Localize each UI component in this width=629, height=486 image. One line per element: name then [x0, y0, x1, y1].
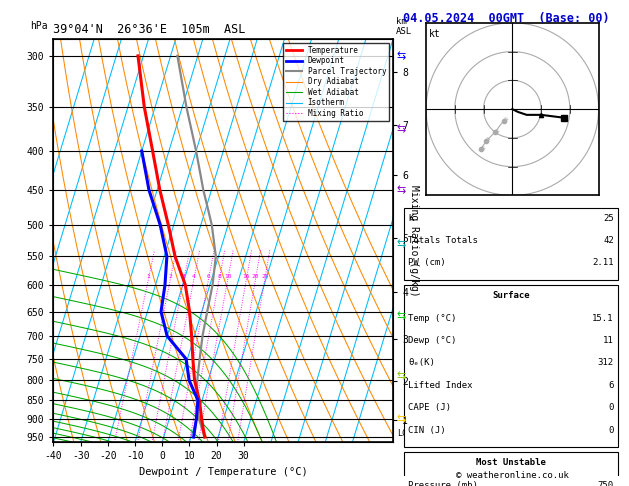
Text: Totals Totals: Totals Totals	[408, 236, 478, 245]
Text: 10: 10	[224, 274, 231, 278]
Text: ⇆: ⇆	[396, 371, 406, 381]
Text: kt: kt	[429, 29, 441, 38]
Text: 15.1: 15.1	[593, 313, 614, 323]
Text: 20: 20	[252, 274, 259, 278]
Text: 0: 0	[608, 403, 614, 412]
Text: ⇆: ⇆	[396, 312, 406, 322]
Text: ❈: ❈	[502, 117, 508, 123]
Text: 2: 2	[169, 274, 172, 278]
Text: ❈: ❈	[479, 146, 485, 152]
Text: hPa: hPa	[30, 21, 47, 31]
Legend: Temperature, Dewpoint, Parcel Trajectory, Dry Adiabat, Wet Adiabat, Isotherm, Mi: Temperature, Dewpoint, Parcel Trajectory…	[283, 43, 389, 121]
Text: CAPE (J): CAPE (J)	[408, 403, 452, 412]
Text: 6: 6	[608, 381, 614, 390]
Text: 1: 1	[147, 274, 150, 278]
Text: 0: 0	[608, 426, 614, 434]
Text: PW (cm): PW (cm)	[408, 259, 446, 267]
Text: ⇆: ⇆	[396, 51, 406, 61]
Text: 04.05.2024  00GMT  (Base: 00): 04.05.2024 00GMT (Base: 00)	[403, 12, 609, 25]
Text: Lifted Index: Lifted Index	[408, 381, 473, 390]
Text: ❈: ❈	[485, 137, 491, 143]
Text: LCL: LCL	[398, 429, 412, 438]
Text: 11: 11	[603, 336, 614, 345]
Text: 25: 25	[261, 274, 269, 278]
X-axis label: Dewpoint / Temperature (°C): Dewpoint / Temperature (°C)	[139, 467, 308, 477]
Bar	[404, 208, 618, 280]
Text: 6: 6	[206, 274, 210, 278]
Text: ⇆: ⇆	[396, 239, 406, 249]
Text: ❈: ❈	[494, 129, 499, 135]
Text: CIN (J): CIN (J)	[408, 426, 446, 434]
Y-axis label: Mixing Ratio (g/kg): Mixing Ratio (g/kg)	[409, 185, 419, 296]
Bar	[404, 452, 618, 486]
Text: 8: 8	[218, 274, 221, 278]
Text: ⇆: ⇆	[396, 124, 406, 135]
Text: © weatheronline.co.uk: © weatheronline.co.uk	[456, 471, 569, 480]
Text: 3: 3	[182, 274, 186, 278]
Text: 750: 750	[598, 481, 614, 486]
Text: 2.11: 2.11	[593, 259, 614, 267]
Bar	[404, 285, 618, 447]
Text: 42: 42	[603, 236, 614, 245]
Text: ⇆: ⇆	[396, 414, 406, 424]
Text: Temp (°C): Temp (°C)	[408, 313, 457, 323]
Text: 4: 4	[192, 274, 196, 278]
Text: Most Unstable: Most Unstable	[476, 458, 546, 467]
Text: 39°04'N  26°36'E  105m  ASL: 39°04'N 26°36'E 105m ASL	[53, 23, 246, 36]
Text: 16: 16	[243, 274, 250, 278]
Text: km
ASL: km ASL	[396, 17, 413, 36]
Text: K: K	[408, 214, 414, 223]
Text: 312: 312	[598, 358, 614, 367]
Text: ⇆: ⇆	[396, 185, 406, 195]
Text: Pressure (mb): Pressure (mb)	[408, 481, 478, 486]
Text: 25: 25	[603, 214, 614, 223]
Text: θₑ(K): θₑ(K)	[408, 358, 435, 367]
Text: Dewp (°C): Dewp (°C)	[408, 336, 457, 345]
Text: Surface: Surface	[493, 291, 530, 300]
